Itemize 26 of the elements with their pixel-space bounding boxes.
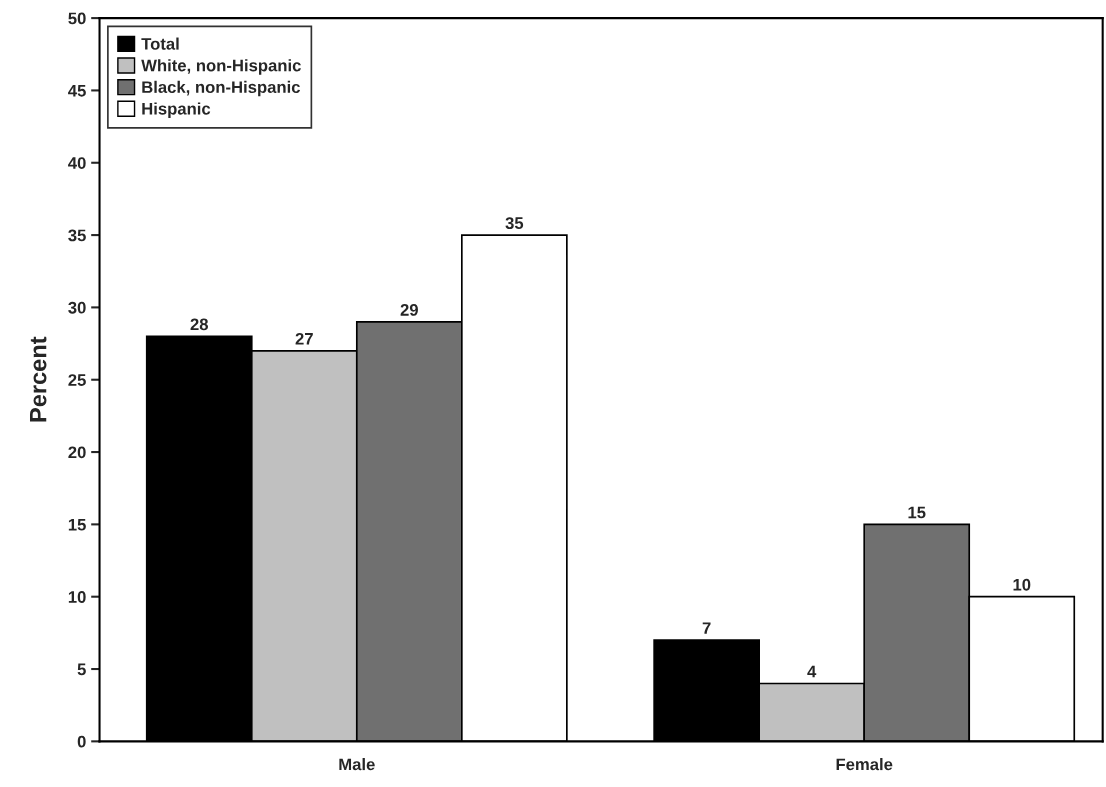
legend-label: Hispanic (142, 102, 211, 118)
data-label: 4 (807, 665, 817, 678)
y-tick-label: 10 (68, 591, 86, 603)
y-tick-label: 45 (68, 85, 86, 97)
data-label: 10 (1013, 578, 1031, 591)
data-label: 28 (190, 318, 208, 331)
legend-label: White, non-Hispanic (141, 59, 301, 75)
y-tick-label: 15 (68, 518, 86, 531)
data-label: 27 (295, 332, 313, 345)
y-tick-label: 25 (68, 374, 86, 386)
x-tick-label: Female (836, 758, 893, 771)
data-label: 29 (400, 303, 418, 316)
y-tick-label: 20 (68, 446, 86, 459)
y-tick-label: 0 (77, 735, 86, 748)
y-tick-label: 30 (68, 301, 86, 314)
x-tick-label: Male (339, 758, 375, 771)
y-tick-label: 5 (77, 663, 86, 676)
y-tick-label: 35 (68, 229, 86, 242)
data-label: 15 (908, 506, 926, 519)
y-tick-label: 40 (68, 157, 86, 169)
y-axis-title: Percent (30, 336, 47, 422)
legend-label: Total (141, 37, 179, 50)
legend-label: Black, non-Hispanic (142, 80, 301, 97)
data-label: 35 (505, 217, 524, 230)
y-tick-label: 50 (68, 12, 86, 25)
data-label: 7 (702, 622, 711, 634)
